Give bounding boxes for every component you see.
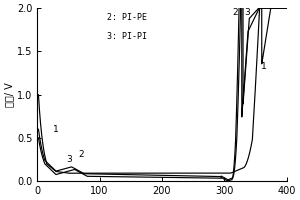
Text: 3: PI-PI: 3: PI-PI: [107, 32, 147, 41]
Text: 3: 3: [244, 8, 250, 17]
Text: 2: 2: [233, 8, 238, 17]
Text: 2: PI-PE: 2: PI-PE: [107, 13, 147, 22]
Text: 1: 1: [261, 62, 266, 71]
Text: 3: 3: [67, 155, 73, 164]
Text: 2: 2: [78, 150, 84, 159]
Y-axis label: 电压/ V: 电压/ V: [4, 82, 14, 107]
Text: 1: 1: [53, 125, 59, 134]
